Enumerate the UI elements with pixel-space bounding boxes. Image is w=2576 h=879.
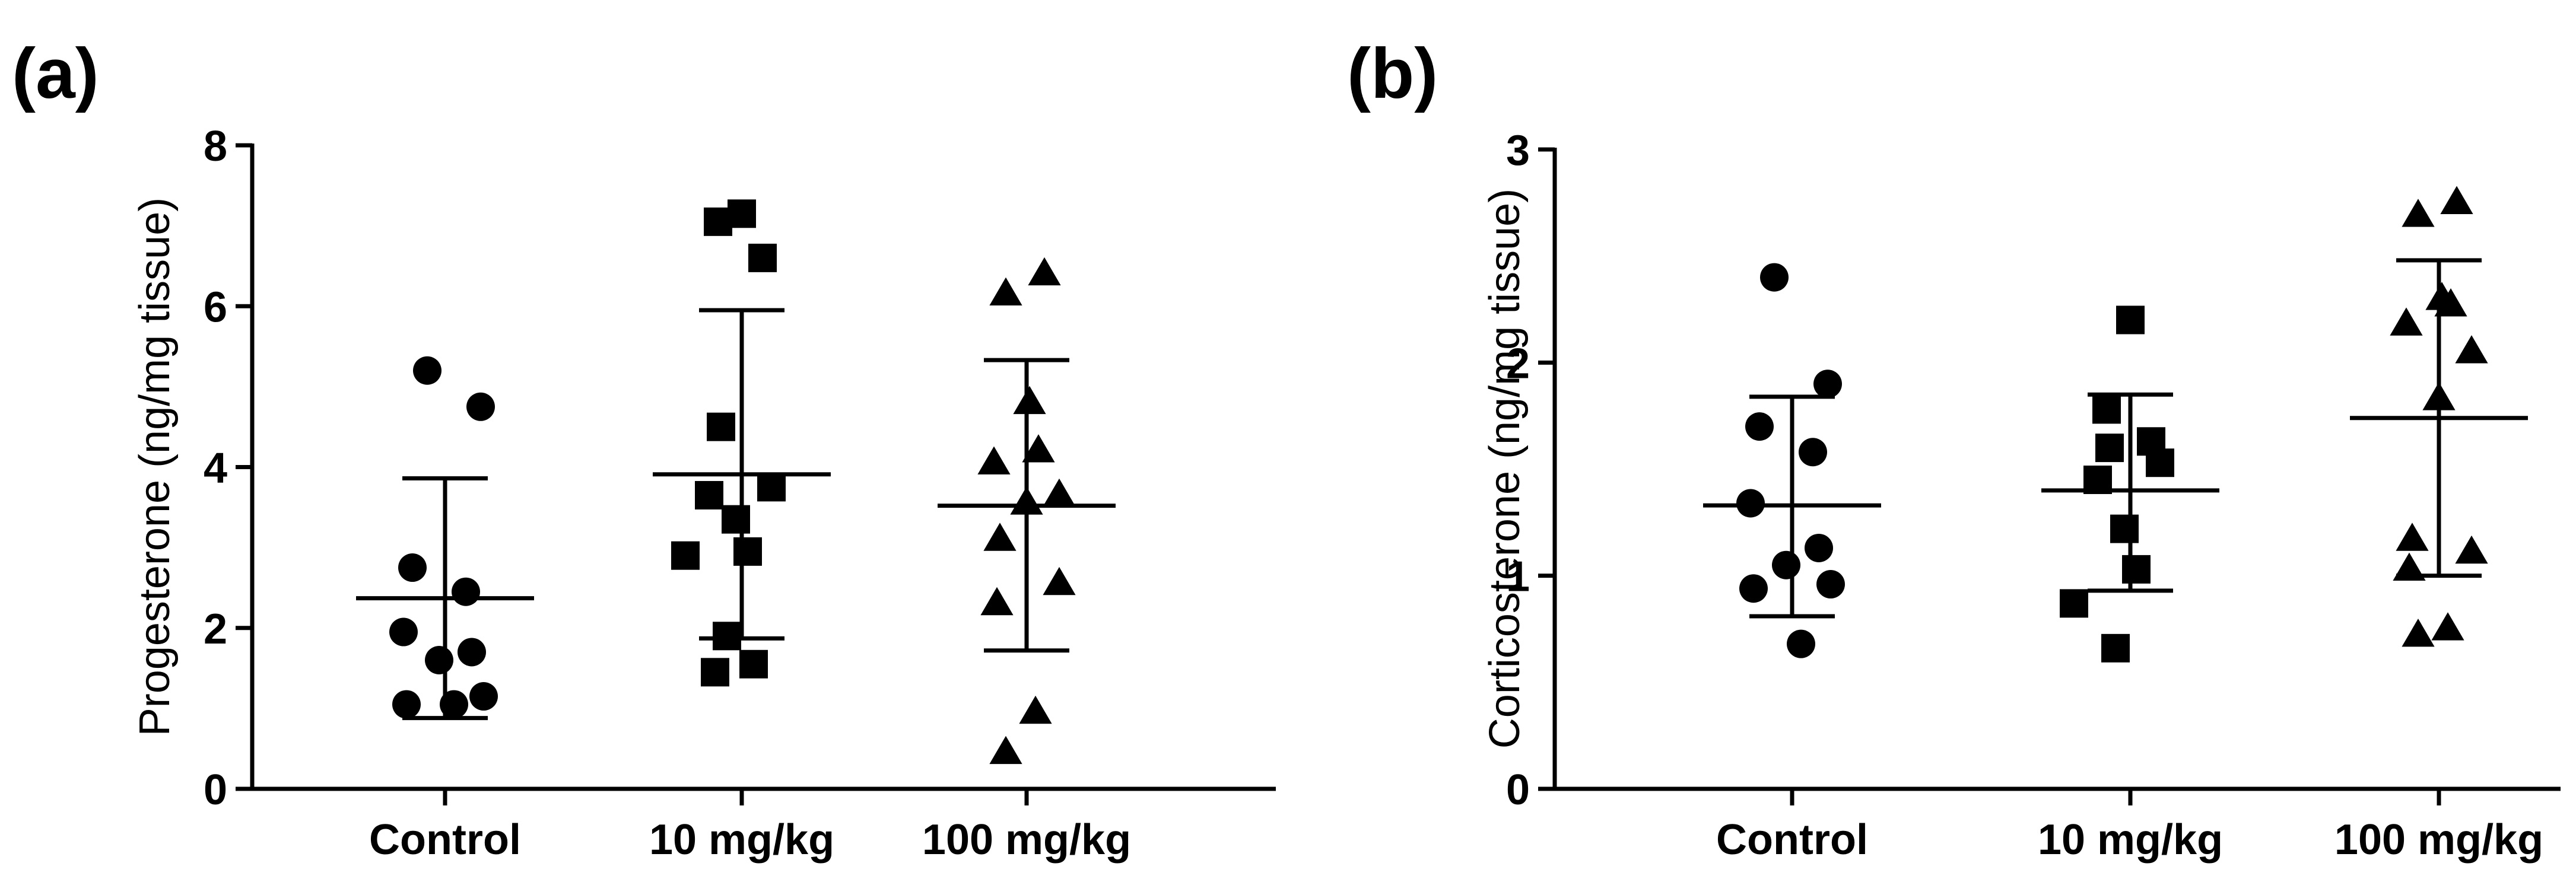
data-point-triangle: [2422, 382, 2456, 410]
data-point-square: [2083, 465, 2112, 494]
data-point-triangle: [2390, 307, 2423, 336]
data-point-circle: [392, 690, 421, 719]
data-point-circle: [1813, 370, 1842, 399]
data-point-triangle: [2440, 186, 2473, 214]
data-point-square: [739, 649, 768, 679]
data-point-triangle: [983, 523, 1017, 551]
data-point-square: [2110, 514, 2139, 543]
panel-a: (a) Progesterone (ng/mg tissue) 0 2 4 6 8 Contr…: [12, 34, 1276, 864]
data-point-triangle: [980, 587, 1014, 616]
data-point-circle: [1816, 570, 1845, 599]
data-point-square: [2116, 305, 2145, 335]
data-point-square: [2101, 633, 2130, 663]
y-tick-label: 2: [1506, 340, 1530, 387]
data-point-triangle: [2396, 523, 2429, 551]
data-point-circle: [452, 577, 480, 606]
panel-label: (a): [12, 34, 99, 113]
y-tick-label: 8: [204, 123, 227, 170]
data-point-circle: [398, 553, 427, 582]
data-point-circle: [458, 638, 486, 667]
data-point-square: [733, 537, 762, 566]
data-point-triangle: [1010, 486, 1043, 515]
data-point-circle: [1772, 550, 1800, 579]
data-point-circle: [389, 617, 418, 646]
data-point-circle: [425, 646, 453, 674]
y-tick-label: 1: [1506, 553, 1530, 601]
data-point-square: [701, 658, 729, 687]
data-point-circle: [413, 356, 441, 385]
category-label: 10 mg/kg: [649, 816, 834, 864]
data-point-square: [722, 505, 750, 534]
data-point-square: [707, 412, 735, 441]
category-label: 100 mg/kg: [2334, 816, 2543, 864]
data-point-triangle: [989, 735, 1022, 765]
data-point-triangle: [1043, 566, 1076, 595]
panel-b: (b) Corticosterone (ng/mg tissue) 0 1 2 3 Cont…: [1347, 34, 2561, 864]
data-point-circle: [469, 682, 498, 711]
data-point-triangle: [977, 446, 1011, 474]
data-point-circle: [1805, 533, 1833, 562]
data-point-triangle: [1022, 434, 1055, 463]
data-point-circle: [1787, 629, 1815, 658]
data-point-square: [748, 243, 777, 272]
data-point-square: [2092, 395, 2121, 424]
category-label: Control: [1716, 816, 1868, 864]
y-tick-label: 4: [204, 445, 227, 492]
data-point-square: [2095, 434, 2124, 463]
data-point-circle: [440, 690, 468, 719]
y-tick-label: 2: [204, 606, 227, 653]
y-axis-label: Progesterone (ng/mg tissue): [131, 198, 179, 736]
data-point-square: [695, 480, 723, 509]
data-point-triangle: [2455, 535, 2488, 564]
data-point-triangle: [1019, 695, 1052, 724]
data-point-circle: [1739, 574, 1768, 603]
data-point-square: [2122, 555, 2151, 584]
y-axis-label: Corticosterone (ng/mg tissue): [1481, 189, 1529, 749]
data-point-square: [2060, 589, 2088, 618]
data-point-triangle: [1013, 386, 1046, 415]
data-point-square: [2146, 448, 2174, 477]
data-point-circle: [466, 392, 495, 421]
data-point-triangle: [989, 277, 1022, 306]
data-point-triangle: [2402, 199, 2435, 227]
data-point-triangle: [1043, 478, 1076, 507]
data-point-square: [704, 207, 732, 236]
y-tick-label: 0: [1506, 766, 1530, 814]
panel-label: (b): [1347, 34, 1438, 113]
data-point-triangle: [2431, 612, 2464, 641]
category-label: 100 mg/kg: [922, 816, 1131, 864]
data-point-triangle: [2393, 552, 2426, 581]
data-point-square: [713, 622, 741, 651]
data-point-triangle: [2434, 288, 2467, 317]
category-label: 10 mg/kg: [2038, 816, 2223, 864]
data-point-circle: [1736, 489, 1765, 518]
data-point-circle: [1799, 438, 1827, 467]
data-point-triangle: [2455, 335, 2488, 364]
category-label: Control: [369, 816, 521, 864]
y-tick-label: 0: [204, 766, 227, 814]
data-point-circle: [1760, 263, 1789, 292]
y-tick-label: 3: [1506, 127, 1530, 174]
data-point-triangle: [1028, 257, 1061, 286]
data-point-circle: [1745, 412, 1774, 441]
y-tick-label: 6: [204, 284, 227, 331]
data-point-triangle: [2402, 619, 2435, 647]
data-point-square: [671, 541, 700, 570]
data-point-square: [757, 473, 786, 502]
